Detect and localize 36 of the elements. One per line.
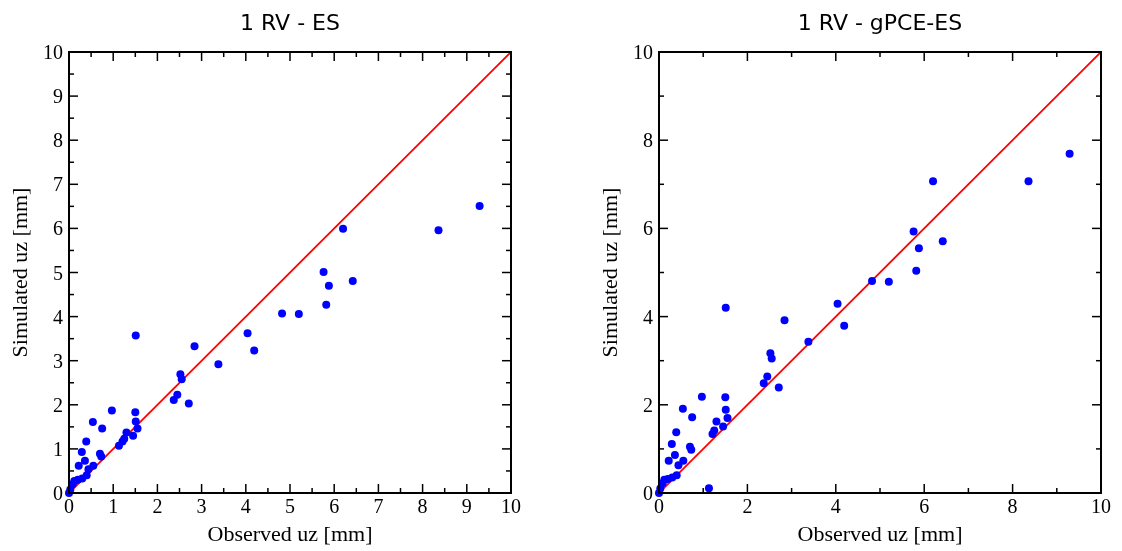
y-tick-label: 2 [643,393,653,416]
x-tick-label: 9 [461,495,472,517]
y-tick-label: 6 [53,217,63,240]
y-tick-label: 9 [53,85,63,108]
y-tick-label: 7 [53,173,63,196]
chart-title: 1 RV - ES [240,10,340,35]
y-tick-label: 3 [53,349,63,372]
x-tick-label: 1 [108,495,119,517]
x-tick-label: 6 [329,495,340,517]
y-tick-label: 8 [643,129,653,152]
y-axis-title: Simulated uz [mm] [597,187,622,358]
x-tick-label: 5 [285,495,295,517]
x-tick-label: 10 [1091,495,1111,517]
y-tick-label: 10 [43,41,63,63]
x-axis-title: Observed uz [mm] [207,521,373,546]
x-tick-label: 4 [240,495,251,517]
y-axis-title: Simulated uz [mm] [7,187,32,358]
x-tick-label: 8 [1007,495,1018,517]
x-tick-label: 10 [501,495,521,517]
x-tick-label: 4 [830,495,841,517]
y-tick-label: 1 [53,437,63,460]
x-tick-label: 2 [152,495,163,517]
x-tick-label: 3 [196,495,207,517]
y-tick-label: 6 [643,217,653,240]
y-tick-label: 2 [53,393,63,416]
y-tick-label: 5 [53,261,63,284]
x-tick-label: 2 [742,495,753,517]
x-tick-label: 8 [417,495,428,517]
x-axis-title: Observed uz [mm] [797,521,963,546]
chart-title: 1 RV - gPCE-ES [797,10,963,35]
y-tick-label: 8 [53,129,63,152]
y-tick-label: 10 [633,41,653,63]
y-tick-label: 4 [53,305,63,328]
y-tick-label: 4 [643,305,653,328]
x-tick-label: 7 [373,495,384,517]
x-tick-label: 6 [919,495,930,517]
